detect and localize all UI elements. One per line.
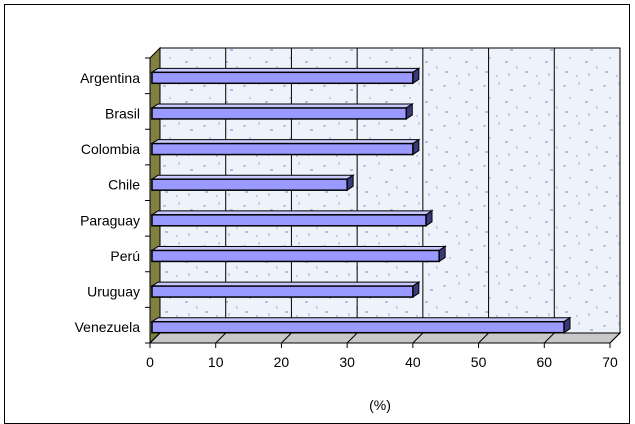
y-tick-label: Venezuela [75, 319, 141, 335]
x-tick-label: 30 [339, 354, 355, 370]
bar [150, 281, 421, 298]
floor-gridline [412, 332, 424, 344]
y-tick-label: Perú [110, 248, 140, 264]
floor-gridline [543, 332, 555, 344]
plot-background [148, 46, 622, 345]
floor-gridline [478, 332, 489, 344]
x-axis-title: (%) [369, 397, 391, 413]
floor-gridline [609, 332, 621, 344]
floor-gridline [215, 332, 227, 344]
y-tick-labels: Argentina Brasil Colombia Chile Paraguay Perú… [75, 70, 141, 335]
x-tick-label: 70 [602, 354, 618, 370]
floor-gridline [149, 332, 161, 344]
bar [150, 138, 421, 156]
x-tick-label: 40 [405, 354, 421, 370]
floor-gridline [281, 332, 292, 344]
plot-left-wall [149, 46, 161, 345]
x-tick-label: 50 [471, 354, 487, 370]
x-tick-label: 60 [536, 354, 552, 370]
x-tick-label: 20 [274, 354, 290, 370]
y-tick-label: Uruguay [87, 284, 140, 300]
bar [150, 245, 447, 263]
y-tick-label: Argentina [80, 70, 140, 86]
bar [150, 174, 355, 192]
bar [150, 67, 421, 85]
y-tick-label: Paraguay [80, 212, 140, 228]
x-tick-label: 10 [208, 354, 224, 370]
y-tick-label: Colombia [81, 141, 140, 157]
bar [150, 103, 414, 120]
x-tick-labels: 0 10 20 30 40 50 60 70 [146, 354, 618, 370]
floor-gridline [346, 332, 358, 344]
bar [150, 316, 572, 334]
bars [150, 67, 572, 334]
y-tick-label: Brasil [105, 105, 140, 121]
bar [150, 209, 434, 227]
x-tick-label: 0 [146, 354, 154, 370]
y-tick-label: Chile [108, 177, 140, 193]
bar-chart: Argentina Brasil Colombia Chile Paraguay Perú… [75, 46, 622, 413]
axes [145, 57, 611, 348]
